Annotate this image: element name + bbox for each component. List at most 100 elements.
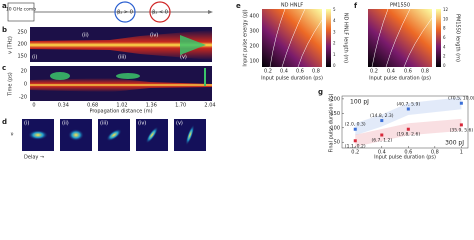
colorbar-tick-label: 0	[333, 63, 336, 68]
panel-letter: d	[2, 118, 7, 126]
point-label: (35.9, 5.6)	[450, 127, 474, 133]
point-label: (14.8, 2.3)	[370, 113, 394, 119]
panel-letter: c	[2, 64, 6, 72]
spectrum-band	[30, 30, 212, 60]
colorbar-ticks: 5 4 3 2 1 0	[333, 7, 336, 68]
x-label: Input pulse duration (ps)	[369, 76, 431, 82]
panel-e: e ND HNLF Input pulse energy (pJ) 400 30…	[236, 2, 349, 82]
colorbar-tick-label: 6	[443, 35, 446, 40]
point	[459, 101, 463, 105]
panel-title: PM1550	[390, 3, 410, 9]
x-tick-label: 0.6	[404, 150, 412, 156]
point	[406, 107, 410, 111]
figure: a 10 GHz comb β₂ > 0 β₂ < 0 b ν (THz) 25…	[2, 1, 474, 161]
x-tick-label: 0.4	[280, 69, 288, 75]
panel-letter: a	[2, 2, 7, 10]
frame-label: (iv)	[138, 121, 146, 127]
frame-trace	[145, 126, 159, 144]
point-label: (6.7, 1.2)	[371, 138, 392, 144]
y-tick-label: 200	[330, 96, 340, 102]
y-tick-label: 150	[17, 54, 27, 60]
frame-label: (ii)	[62, 121, 69, 127]
frame-trace	[185, 124, 195, 146]
y-tick-label: 0	[24, 82, 27, 88]
frame-label: (iii)	[100, 121, 108, 127]
frame-trace	[68, 129, 84, 141]
y-tick-label: 250	[17, 30, 27, 36]
y-tick-label: 200	[17, 42, 27, 48]
y-label: Input pulse energy (pJ)	[243, 9, 249, 66]
colorbar-tick-label: 4	[333, 18, 336, 23]
colorbar	[436, 9, 441, 67]
colorbar-tick-label: 12	[443, 7, 449, 12]
x-ticks: 0 0.34 0.68 1.02 1.36 1.70 2.04	[32, 103, 215, 109]
frame-label: (v)	[176, 121, 183, 127]
point-label: (19.8, 2.6)	[397, 132, 421, 138]
x-tick-label: 0.4	[387, 69, 395, 75]
x-tick-label: 0.2	[351, 150, 359, 156]
x-tick-label: 0.2	[370, 69, 378, 75]
contour	[371, 8, 433, 68]
x-tick-label: 1.02	[116, 103, 127, 109]
x-tick-label: 0.6	[296, 69, 304, 75]
loop-label: β₂ > 0	[117, 10, 133, 16]
point	[353, 139, 357, 143]
colorbar	[326, 9, 331, 67]
y-tick-label: 300	[249, 29, 259, 35]
arrow	[208, 10, 213, 14]
stage-label: (iii)	[118, 55, 126, 61]
y-label: ν (THz)	[8, 36, 14, 54]
x-tick-label: 0.8	[312, 69, 320, 75]
point-label: (70.5, 10.0)	[448, 96, 474, 102]
panel-c: c Time (ps) 20 0 -20 0 0.34 0.68 1.02 1.36 1.…	[2, 64, 216, 115]
colorbar-tick-label: 2	[443, 54, 446, 59]
x-tick-label: 0.8	[431, 150, 439, 156]
x-tick-label: 1.70	[175, 103, 186, 109]
fiber-loop	[114, 1, 136, 23]
x-label: Delay →	[24, 155, 44, 161]
colorbar-ticks: 12 10 8 6 4 2 0	[443, 7, 449, 68]
panel-letter: e	[236, 2, 241, 10]
x-tick-label: 0.2	[264, 69, 272, 75]
x-tick-label: 0.34	[58, 103, 69, 109]
contour	[269, 8, 323, 68]
frame-trace	[28, 130, 48, 140]
pulse-band	[30, 78, 212, 92]
loop-label: β₂ < 0	[152, 10, 168, 16]
colorbar-tick-label: 1	[333, 52, 336, 57]
colorbar-tick-label: 5	[333, 7, 336, 12]
x-tick-label: 2.04	[204, 103, 215, 109]
point	[459, 123, 463, 127]
x-tick-label: 0.8	[421, 69, 429, 75]
point	[406, 127, 410, 131]
x-label: Input pulse duration (ps)	[374, 155, 436, 161]
stage-label: (iv)	[150, 33, 158, 39]
point	[353, 127, 357, 131]
x-label: Input pulse duration (ps)	[261, 76, 323, 82]
y-tick-label: 400	[249, 14, 259, 20]
heatmap	[368, 9, 432, 67]
panel-letter: f	[354, 2, 358, 10]
x-tick-label: 1	[460, 150, 463, 156]
y-tick-label: 100	[249, 59, 259, 65]
x-tick-label: 0.4	[378, 150, 386, 156]
x-tick-label: 0.68	[87, 103, 98, 109]
x-label: Propagation distance (m)	[89, 109, 152, 115]
x-tick-label: 0	[32, 103, 35, 109]
panel-letter: g	[318, 88, 323, 96]
fiber-loop	[149, 1, 171, 23]
y-label: Final pulse duration (fs)	[329, 93, 335, 152]
y-tick-label: 100	[330, 125, 340, 131]
point-label: (1.1, 0.2)	[345, 143, 366, 149]
colorbar-label: PM1550 length (m)	[455, 14, 461, 62]
stage-label: (v)	[180, 55, 187, 61]
colorbar-tick-label: 8	[443, 26, 446, 31]
y-tick-label: 50	[334, 140, 340, 146]
trend-band	[355, 97, 462, 136]
trend-band	[355, 118, 462, 147]
legend-label: 300 pJ	[445, 140, 464, 147]
y-label: Time (ps)	[8, 72, 14, 97]
panel-a: a 10 GHz comb β₂ > 0 β₂ < 0	[2, 1, 213, 23]
stage-label: (ii)	[82, 33, 89, 39]
y-tick-label: -20	[19, 95, 27, 101]
